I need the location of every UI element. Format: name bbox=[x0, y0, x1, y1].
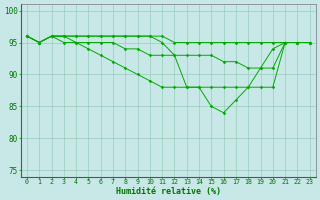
X-axis label: Humidité relative (%): Humidité relative (%) bbox=[116, 187, 221, 196]
